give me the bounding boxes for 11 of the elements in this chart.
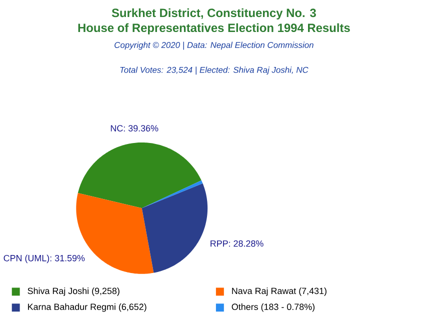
- text: RPP: 28.28%: [210, 240, 264, 247]
- legend-label: Others (183 - 0.78%): [232, 304, 315, 312]
- text: Copyright © 2020 | Data: Nepal Election Commission: [114, 42, 314, 50]
- text: CPN (UML): 31.59%: [4, 254, 85, 264]
- text: NC: 39.36%: [110, 125, 158, 132]
- chart-subtitle: House of Representatives Election 1994 Results: [78, 24, 350, 35]
- chart-title: Surkhet District, Constituency No. 3: [112, 8, 316, 20]
- text: Total Votes: 23,524 | Elected: Shiva Raj Joshi, NC: [120, 66, 308, 75]
- legend-label: Karna Bahadur Regmi (6,652): [28, 304, 146, 312]
- legend-label: Shiva Raj Joshi (9,258): [28, 288, 120, 296]
- legend-label: Nava Raj Rawat (7,431): [232, 288, 326, 296]
